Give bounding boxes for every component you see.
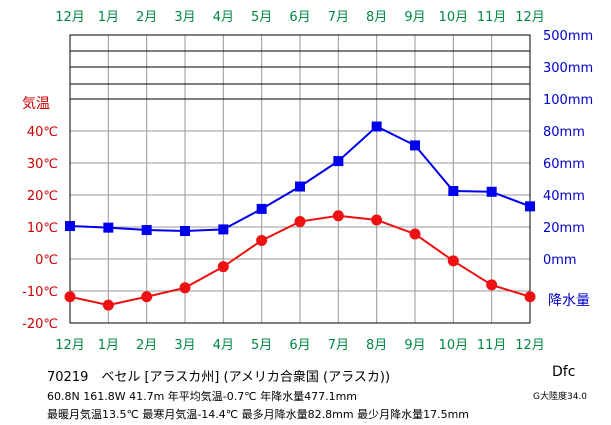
temperature-tick-label: 10℃: [27, 221, 58, 236]
top-month-labels: 12月 1月 2月 3月 4月 5月 6月 7月 8月 9月 10月 11月 12月: [55, 10, 545, 25]
precipitation-point: [256, 203, 267, 214]
bottom-month-label: 6月: [289, 338, 310, 353]
top-month-label: 7月: [328, 10, 349, 25]
bottom-month-label: 5月: [251, 338, 272, 353]
top-month-label: 11月: [477, 10, 507, 25]
temperature-point: [486, 279, 498, 291]
top-month-label: 4月: [213, 10, 234, 25]
precipitation-point: [448, 186, 459, 196]
precipitation-point: [180, 226, 190, 236]
temperature-point: [256, 234, 268, 246]
precipitation-tick-label: 100mm: [543, 93, 593, 108]
bottom-month-label: 10月: [439, 338, 469, 353]
precipitation-point: [333, 156, 344, 167]
bottom-month-label: 1月: [98, 338, 119, 353]
temperature-point: [332, 210, 344, 222]
top-month-label: 8月: [366, 10, 387, 25]
precipitation-point: [371, 121, 382, 132]
bottom-month-label: 11月: [477, 338, 507, 353]
precipitation-point: [218, 224, 229, 235]
station-name: 70219 ベセル [アラスカ州] (アメリカ合衆国 (アラスカ)): [47, 370, 391, 385]
temperature-point: [64, 291, 76, 303]
temperature-point: [179, 282, 191, 294]
bottom-month-label: 3月: [174, 338, 195, 353]
top-month-label: 9月: [404, 10, 425, 25]
top-month-label: 3月: [174, 10, 195, 25]
temperature-point: [141, 291, 153, 303]
precipitation-tick-label: 20mm: [543, 221, 585, 236]
top-month-label: 12月: [55, 10, 85, 25]
precipitation-tick-label: 40mm: [543, 189, 585, 204]
top-month-label: 12月: [515, 10, 545, 25]
station-stats-line2: 最暖月気温13.5℃ 最寒月気温-14.4℃ 最多月降水量82.8mm 最少月降…: [47, 408, 469, 421]
station-stats-line1: 60.8N 161.8W 41.7m 年平均気温-0.7℃ 年降水量477.1m…: [47, 390, 358, 403]
temperature-point: [409, 228, 421, 240]
temperature-point: [371, 214, 383, 226]
continentality-index: G大陸度34.0: [533, 392, 588, 402]
temperature-tick-label: 0℃: [35, 253, 58, 268]
top-month-label: 2月: [136, 10, 157, 25]
top-month-label: 6月: [289, 10, 310, 25]
bottom-month-label: 12月: [55, 338, 85, 353]
precipitation-tick-label: 0mm: [543, 253, 577, 268]
temperature-point: [102, 299, 114, 311]
precipitation-tick-label: 60mm: [543, 157, 585, 172]
precipitation-point: [103, 222, 114, 233]
temperature-tick-label: -10℃: [22, 285, 58, 300]
bottom-month-label: 8月: [366, 338, 387, 353]
bottom-month-label: 4月: [213, 338, 234, 353]
precipitation-tick-label: 300mm: [543, 61, 593, 76]
precipitation-point: [65, 221, 75, 232]
bottom-month-label: 9月: [404, 338, 425, 353]
climate-classification: Dfc: [552, 364, 576, 380]
temperature-point: [447, 255, 459, 267]
precipitation-axis-ticks: 0mm 20mm 40mm 60mm 80mm 100mm 300mm 500mm: [543, 29, 593, 268]
bottom-month-label: 12月: [515, 338, 545, 353]
top-month-label: 5月: [251, 10, 272, 25]
temperature-point: [294, 216, 306, 228]
top-month-label: 10月: [439, 10, 469, 25]
plot-frame: [69, 34, 531, 324]
grid-lines: [70, 35, 530, 323]
plot-border: [69, 34, 531, 324]
temperature-axis-ticks: 40℃ 30℃ 20℃ 10℃ 0℃ -10℃ -20℃: [22, 125, 58, 332]
bottom-month-label: 2月: [136, 338, 157, 353]
precipitation-point: [141, 225, 152, 236]
data-series: [64, 121, 536, 311]
precipitation-point: [295, 181, 305, 192]
precipitation-axis-title: 降水量: [548, 293, 590, 309]
top-month-label: 1月: [98, 10, 119, 25]
precipitation-point: [486, 186, 497, 197]
temperature-axis-title: 気温: [22, 96, 50, 112]
bottom-month-labels: 12月 1月 2月 3月 4月 5月 6月 7月 8月 9月 10月 11月 12月: [55, 338, 545, 353]
temperature-point: [217, 261, 229, 273]
precipitation-tick-label: 80mm: [543, 125, 585, 140]
temperature-tick-label: 20℃: [27, 189, 58, 204]
temperature-tick-label: 30℃: [27, 157, 58, 172]
temperature-tick-label: -20℃: [22, 317, 58, 332]
precipitation-tick-label: 500mm: [543, 29, 593, 44]
bottom-month-label: 7月: [328, 338, 349, 353]
precipitation-point: [410, 140, 420, 151]
temperature-tick-label: 40℃: [27, 125, 58, 140]
precipitation-point: [525, 201, 535, 212]
temperature-point: [524, 291, 536, 303]
